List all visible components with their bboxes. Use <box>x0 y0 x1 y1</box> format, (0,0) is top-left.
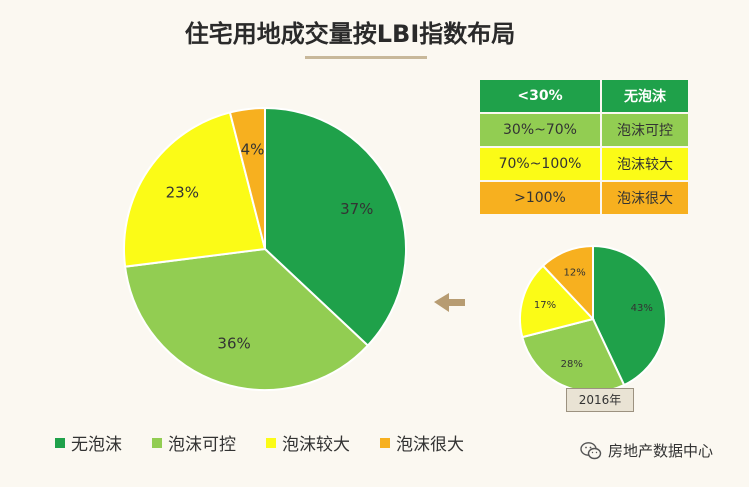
title-underline <box>305 56 427 59</box>
chart-legend: 无泡沫 泡沫可控 泡沫较大 泡沫很大 <box>55 430 494 455</box>
legend-swatch <box>380 437 390 448</box>
legend-swatch <box>55 437 65 448</box>
pie-2016-slice-2 <box>519 264 595 339</box>
pie-2016-label-0: 43% <box>631 303 653 314</box>
threshold-range: >100% <box>480 182 600 214</box>
watermark: 房地产数据中心 <box>580 440 713 461</box>
pie-chart-2016: 43% 28% 17% 12% <box>519 244 667 393</box>
threshold-range: <30% <box>480 80 600 112</box>
threshold-row: <30% 无泡沫 <box>480 80 688 112</box>
legend-swatch <box>152 437 162 448</box>
legend-swatch <box>266 437 276 448</box>
watermark-text: 房地产数据中心 <box>608 442 714 460</box>
main-pie-slice-3 <box>228 106 266 250</box>
threshold-label: 泡沫较大 <box>602 148 688 180</box>
main-pie-slice-1 <box>123 247 370 391</box>
pie-2016-label-1: 28% <box>561 359 583 370</box>
year-label: 2016年 <box>566 388 634 412</box>
main-pie-label-3: 4% <box>241 140 265 158</box>
legend-item: 无泡沫 <box>55 430 122 455</box>
main-pie-label-2: 23% <box>166 183 199 201</box>
page-title: 住宅用地成交量按LBI指数布局 <box>184 20 516 48</box>
main-pie-slice-2 <box>123 111 267 268</box>
threshold-label: 泡沫很大 <box>602 182 688 214</box>
legend-item: 泡沫较大 <box>266 430 350 455</box>
legend-label: 泡沫可控 <box>168 435 236 455</box>
legend-label: 无泡沫 <box>71 435 122 455</box>
lbi-threshold-table: <30% 无泡沫 30%~70% 泡沫可控 70%~100% 泡沫较大 >100% 泡沫很大 <box>478 78 690 216</box>
legend-label: 泡沫很大 <box>396 435 464 455</box>
wechat-icon <box>580 441 602 459</box>
legend-label: 泡沫较大 <box>282 435 350 455</box>
pie-2016-label-3: 12% <box>563 268 585 279</box>
threshold-row: 70%~100% 泡沫较大 <box>480 148 688 180</box>
threshold-row: >100% 泡沫很大 <box>480 182 688 214</box>
pie-2016-slice-0 <box>592 244 667 387</box>
pie-2016-slice-3 <box>541 244 594 322</box>
main-pie-label-1: 36% <box>217 335 250 353</box>
threshold-label: 泡沫可控 <box>602 114 688 146</box>
main-pie-slice-0 <box>264 106 407 347</box>
legend-item: 泡沫可控 <box>152 430 236 455</box>
pie-2016-label-2: 17% <box>534 300 556 311</box>
pie-chart-current: 37% 36% 23% 4% <box>123 106 407 391</box>
threshold-range: 30%~70% <box>480 114 600 146</box>
main-pie-label-0: 37% <box>340 200 373 218</box>
legend-item: 泡沫很大 <box>380 430 464 455</box>
threshold-row: 30%~70% 泡沫可控 <box>480 114 688 146</box>
threshold-label: 无泡沫 <box>602 80 688 112</box>
threshold-range: 70%~100% <box>480 148 600 180</box>
arrow-left-icon <box>434 293 465 312</box>
